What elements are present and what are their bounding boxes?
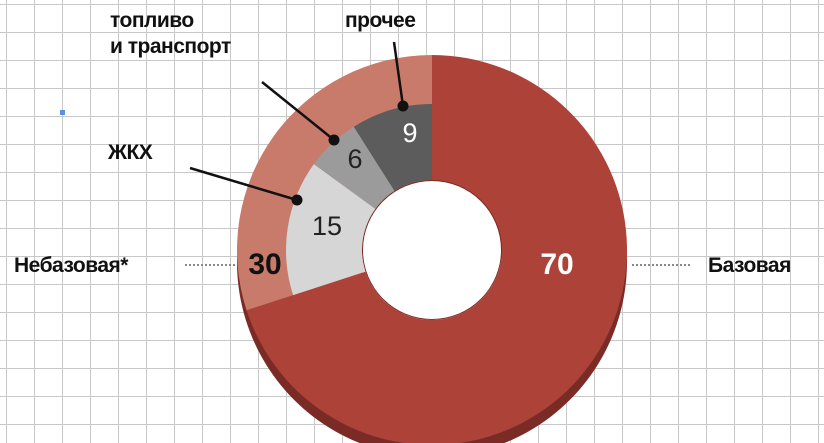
- leader-dot: [291, 194, 303, 206]
- leader-dot: [397, 100, 409, 112]
- leader-dot: [328, 134, 340, 146]
- value-label: 30: [248, 248, 281, 281]
- leader-line: [392, 41, 405, 107]
- donut-sub-slice: [353, 104, 432, 191]
- leader-line: [189, 166, 298, 202]
- hole: [363, 181, 501, 319]
- leader-line: [261, 81, 335, 141]
- donut-sub-slice: [313, 126, 395, 209]
- category-label: Базовая: [708, 254, 791, 277]
- value-label: 9: [402, 118, 417, 148]
- category-label: ЖКХ: [108, 141, 153, 164]
- donut-sub-slice: [286, 164, 376, 296]
- value-label: 70: [540, 248, 573, 281]
- value-label: 6: [347, 144, 362, 174]
- value-label: 15: [312, 211, 342, 241]
- donut-slice: [246, 55, 627, 443]
- category-label: прочее: [345, 9, 416, 32]
- marker-dot: [60, 110, 65, 115]
- category-label: топливо и транспорт: [110, 9, 231, 58]
- category-label: Небазовая*: [14, 254, 128, 277]
